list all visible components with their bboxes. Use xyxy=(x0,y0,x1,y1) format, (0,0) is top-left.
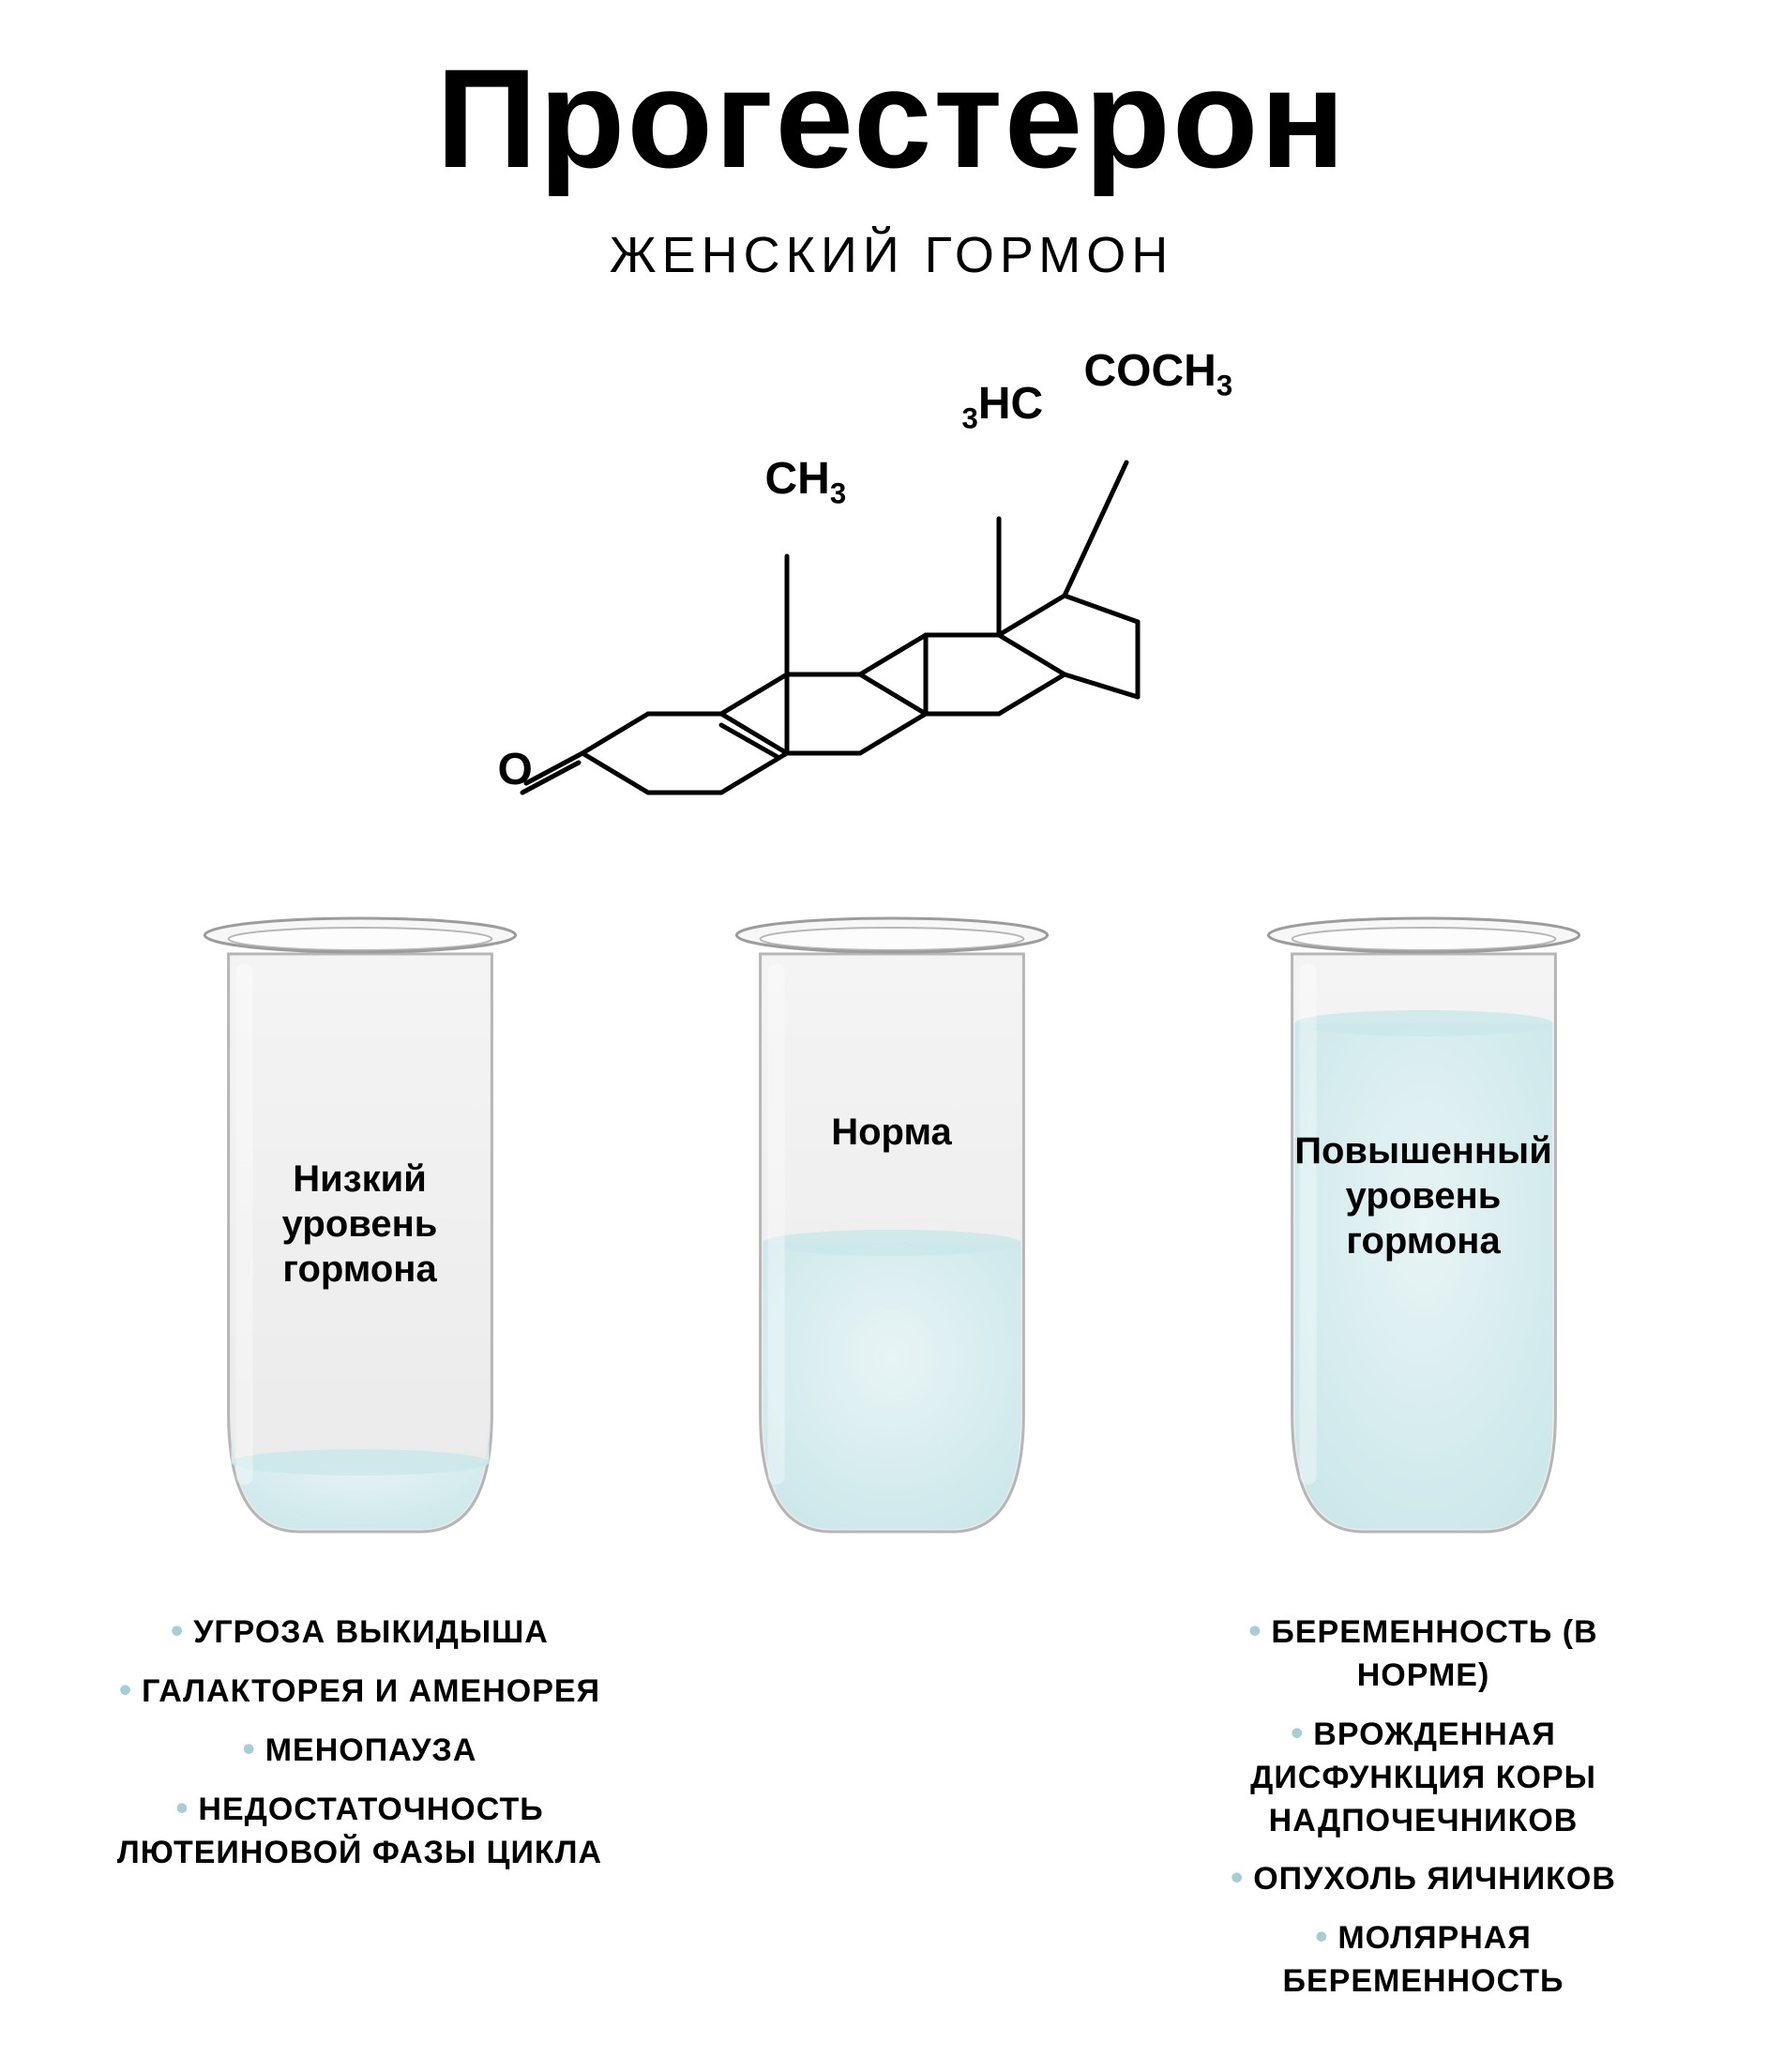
tube-label-high: Повышенныйуровеньгормона xyxy=(1283,1128,1564,1263)
tube-normal: Норма xyxy=(723,913,1061,1550)
progesterone-structure-icon xyxy=(470,350,1314,838)
tube-low: Низкийуровеньгормона xyxy=(191,913,529,1550)
bullet-item: ВРОЖДЕННАЯ ДИСФУНКЦИЯ КОРЫНАДПОЧЕЧНИКОВ xyxy=(1180,1709,1668,1843)
mol-label-ch3: CH3 xyxy=(765,453,847,511)
mol-label-o: O xyxy=(498,744,533,795)
tube-label-normal: Норма xyxy=(751,1110,1033,1155)
mol-label-hc: 3HC xyxy=(962,378,1044,436)
bullet-item: НЕДОСТАТОЧНОСТЬЛЮТЕИНОВОЙ ФАЗЫ ЦИКЛА xyxy=(117,1784,602,1875)
bullet-item: ГАЛАКТОРЕЯ И АМЕНОРЕЯ xyxy=(117,1666,602,1714)
bullets-low: УГРОЗА ВЫКИДЫША ГАЛАКТОРЕЯ И АМЕНОРЕЯ МЕНО… xyxy=(117,1607,602,1885)
bullet-item: МЕНОПАУЗА xyxy=(117,1725,602,1773)
bullet-item: УГРОЗА ВЫКИДЫША xyxy=(117,1607,602,1655)
molecule-diagram: CH3 3HC COCH3 O xyxy=(0,350,1783,838)
bullets-high: БЕРЕМЕННОСТЬ (В НОРМЕ) ВРОЖДЕННАЯ ДИСФУНК… xyxy=(1180,1607,1668,2015)
tube-col-low: Низкийуровеньгормона УГРОЗА ВЫКИДЫША ГАЛА… xyxy=(116,913,604,1885)
tube-col-high: Повышенныйуровеньгормона БЕРЕМЕННОСТЬ (В… xyxy=(1180,913,1668,2015)
bullet-item: МОЛЯРНАЯ БЕРЕМЕННОСТЬ xyxy=(1180,1913,1668,2004)
page-title: Прогестерон xyxy=(0,38,1783,200)
tubes-row: Низкийуровеньгормона УГРОЗА ВЫКИДЫША ГАЛА… xyxy=(0,913,1783,2015)
bullet-item: БЕРЕМЕННОСТЬ (В НОРМЕ) xyxy=(1180,1607,1668,1698)
page-subtitle: ЖЕНСКИЙ ГОРМОН xyxy=(0,226,1783,284)
tube-label-low: Низкийуровеньгормона xyxy=(219,1157,501,1292)
tube-col-normal: Норма xyxy=(648,913,1136,1607)
tube-high: Повышенныйуровеньгормона xyxy=(1255,913,1593,1550)
bullet-item: ОПУХОЛЬ ЯИЧНИКОВ xyxy=(1180,1853,1668,1901)
mol-label-coch3: COCH3 xyxy=(1084,345,1233,403)
